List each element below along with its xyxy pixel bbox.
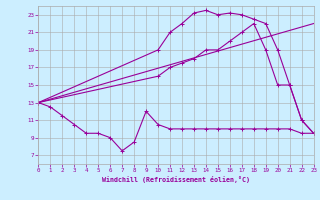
X-axis label: Windchill (Refroidissement éolien,°C): Windchill (Refroidissement éolien,°C)	[102, 176, 250, 183]
